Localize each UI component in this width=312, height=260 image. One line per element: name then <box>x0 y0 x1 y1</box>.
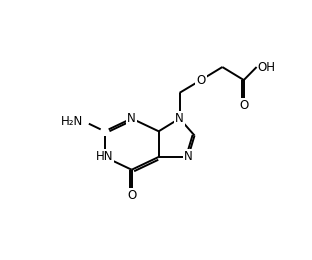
Text: O: O <box>196 74 206 87</box>
Text: OH: OH <box>258 61 275 74</box>
Text: N: N <box>127 112 136 125</box>
Text: O: O <box>239 99 248 112</box>
Text: N: N <box>184 151 193 164</box>
Text: N: N <box>175 112 184 125</box>
Text: H₂N: H₂N <box>61 115 83 128</box>
Text: O: O <box>127 189 136 202</box>
Text: HN: HN <box>96 151 113 164</box>
